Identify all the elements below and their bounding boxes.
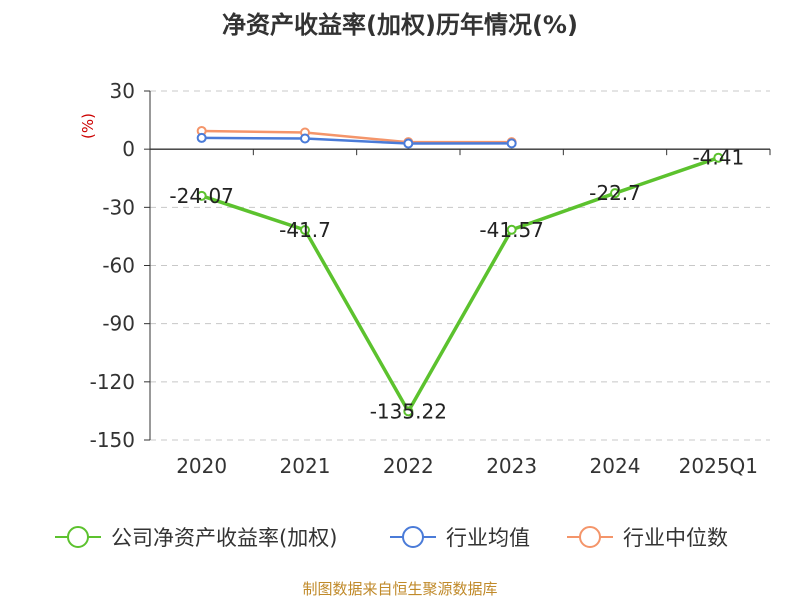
x-tick-labels: 2020 2021 2022 2023 2024 2025Q1 (176, 454, 758, 478)
y-tick-label: -30 (102, 195, 135, 219)
x-tick-label: 2022 (383, 454, 434, 478)
x-tick-label: 2024 (590, 454, 641, 478)
data-point (506, 138, 517, 149)
series-line (201, 136, 512, 145)
data-label: -4.41 (692, 146, 744, 170)
legend-label: 行业中位数 (623, 526, 728, 550)
y-axis-unit: (%) (79, 113, 97, 139)
data-point (713, 152, 724, 163)
y-tick-label: 30 (110, 79, 135, 103)
legend-item[interactable]: 公司净资产收益率(加权) (55, 526, 337, 550)
data-point (196, 190, 207, 201)
data-label: -41.7 (279, 218, 331, 242)
legend[interactable]: 公司净资产收益率(加权) 行业均值 行业中位数 (55, 526, 728, 550)
x-tick-label: 2023 (486, 454, 537, 478)
legend-item[interactable]: 行业中位数 (567, 526, 728, 550)
data-point (300, 133, 310, 144)
data-label: -41.57 (479, 218, 543, 242)
data-label: -22.7 (589, 181, 641, 205)
legend-label: 行业均值 (446, 526, 530, 550)
y-tick-label: -120 (90, 370, 135, 394)
data-label: -24.07 (169, 184, 233, 208)
x-tick-label: 2025Q1 (679, 454, 758, 478)
legend-item[interactable]: 行业均值 (390, 526, 530, 550)
x-tick-label: 2020 (176, 454, 227, 478)
data-point (196, 132, 207, 143)
series-points (196, 125, 724, 417)
legend-swatch-marker (579, 526, 601, 548)
data-point (403, 406, 414, 417)
y-tick-labels: 30 0 -30 -60 -90 -120 -150 (90, 79, 135, 452)
y-tick-label: -150 (90, 428, 135, 452)
y-tick-label: -90 (102, 312, 135, 336)
series-line (201, 129, 512, 144)
data-point (300, 225, 310, 236)
chart-title: 净资产收益率(加权)历年情况(%) (222, 11, 578, 39)
axes (144, 90, 771, 441)
data-point (506, 224, 517, 235)
y-tick-label: -60 (102, 254, 135, 278)
x-tick-label: 2021 (280, 454, 331, 478)
y-tick-label: 0 (122, 137, 135, 161)
source-note: 制图数据来自恒生聚源数据库 (302, 580, 497, 598)
series-line (201, 156, 719, 414)
legend-label: 公司净资产收益率(加权) (111, 526, 337, 550)
data-point (610, 188, 620, 199)
series-lines (201, 129, 719, 414)
data-label: -135.22 (370, 399, 447, 423)
data-point (403, 138, 414, 149)
data-labels: -24.07 -41.7 -135.22 -41.57 -22.7 -4.41 (169, 146, 744, 424)
legend-swatch-marker (67, 526, 89, 548)
legend-swatch-marker (402, 526, 424, 548)
